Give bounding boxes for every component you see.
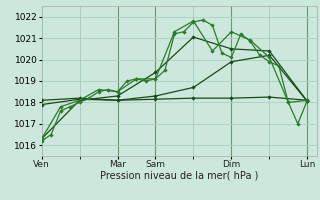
X-axis label: Pression niveau de la mer( hPa ): Pression niveau de la mer( hPa ) (100, 171, 258, 181)
